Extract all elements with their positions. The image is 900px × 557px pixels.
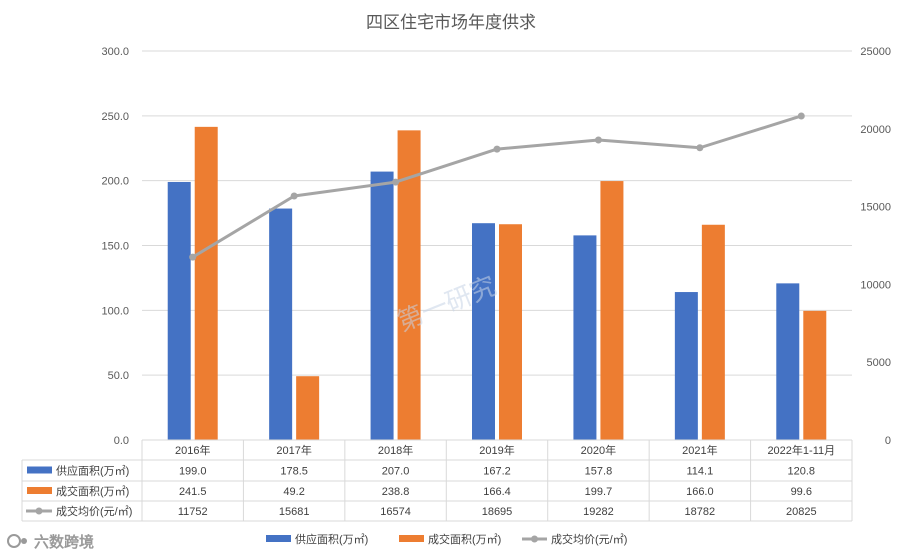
table-cell: 19282 <box>583 506 614 518</box>
y-right-tick-label: 20000 <box>860 124 891 136</box>
legend-label: 供应面积(万㎡) <box>295 532 368 546</box>
bar <box>167 181 191 441</box>
bar <box>499 224 522 440</box>
brand-text: 六数跨境 <box>34 533 94 551</box>
row-legend-marker <box>35 507 43 515</box>
line-point <box>797 112 805 120</box>
row-legend-key <box>27 487 52 494</box>
line-point <box>594 136 602 144</box>
table-cell: 238.8 <box>382 486 410 498</box>
table-row-header: 成交均价(元/㎡) <box>56 504 132 518</box>
y-left-tick-label: 150.0 <box>101 241 129 253</box>
bar <box>296 376 320 440</box>
x-tick-label: 2020年 <box>581 443 616 457</box>
table-cell: 11752 <box>178 506 208 518</box>
legend-label: 成交面积(万㎡) <box>428 532 501 546</box>
bar <box>573 235 597 440</box>
table-cell: 241.5 <box>179 486 207 498</box>
bar <box>397 130 421 440</box>
row-legend-key <box>27 466 52 474</box>
table-cell: 166.4 <box>483 486 511 498</box>
y-left-tick-label: 300.0 <box>101 46 129 58</box>
x-tick-label: 2019年 <box>479 443 514 457</box>
line-point <box>392 178 400 186</box>
bar <box>194 126 218 440</box>
line-point <box>493 145 501 153</box>
y-right-tick-label: 10000 <box>860 279 891 291</box>
y-left-tick-label: 200.0 <box>101 176 129 188</box>
line-point <box>696 144 704 152</box>
bar <box>600 181 624 440</box>
y-right-tick-label: 15000 <box>860 202 891 214</box>
table-cell: 18782 <box>685 506 716 518</box>
table-cell: 99.6 <box>791 486 812 498</box>
y-left-tick-label: 0.0 <box>114 435 129 447</box>
legend-key <box>399 535 424 542</box>
brand-logo: 六数跨境 <box>7 533 94 551</box>
y-left-tick-label: 50.0 <box>108 370 129 382</box>
line-point <box>290 192 298 200</box>
bar <box>803 310 827 440</box>
y-left-tick-label: 100.0 <box>101 305 129 317</box>
table-cell: 114.1 <box>686 466 713 478</box>
table-cell: 49.2 <box>283 486 304 498</box>
table-cell: 199.0 <box>179 466 207 478</box>
bar <box>776 283 800 440</box>
y-left-tick-label: 250.0 <box>101 111 129 123</box>
table-row-header: 供应面积(万㎡) <box>56 464 129 478</box>
table-cell: 166.0 <box>686 486 714 498</box>
x-tick-label: 2021年 <box>682 443 717 457</box>
line-point <box>189 253 197 261</box>
table-cell: 199.7 <box>585 486 613 498</box>
bar <box>269 208 293 440</box>
bar <box>701 224 725 440</box>
table-cell: 207.0 <box>382 466 410 478</box>
table-cell: 15681 <box>279 506 310 518</box>
y-right-tick-label: 5000 <box>867 357 891 369</box>
x-tick-label: 2017年 <box>276 443 311 457</box>
legend-label: 成交均价(元/㎡) <box>551 532 627 546</box>
table-cell: 178.5 <box>280 466 308 478</box>
bar <box>370 171 394 440</box>
legend-marker <box>531 535 538 543</box>
table-row-header: 成交面积(万㎡) <box>56 484 129 498</box>
table-cell: 167.2 <box>483 466 511 478</box>
legend-key <box>266 535 291 542</box>
x-tick-label: 2022年1-11月 <box>767 443 835 457</box>
table-cell: 20825 <box>786 506 817 518</box>
y-right-tick-label: 25000 <box>860 46 891 58</box>
table-cell: 120.8 <box>788 466 816 478</box>
table-cell: 157.8 <box>585 466 613 478</box>
x-tick-label: 2016年 <box>175 443 210 457</box>
chart-title: 四区住宅市场年度供求 <box>366 13 536 32</box>
table-cell: 18695 <box>482 506 513 518</box>
table-cell: 16574 <box>380 506 411 518</box>
x-tick-label: 2018年 <box>378 443 413 457</box>
y-right-tick-label: 0 <box>885 435 891 447</box>
bar <box>472 223 495 440</box>
bar <box>674 292 698 440</box>
